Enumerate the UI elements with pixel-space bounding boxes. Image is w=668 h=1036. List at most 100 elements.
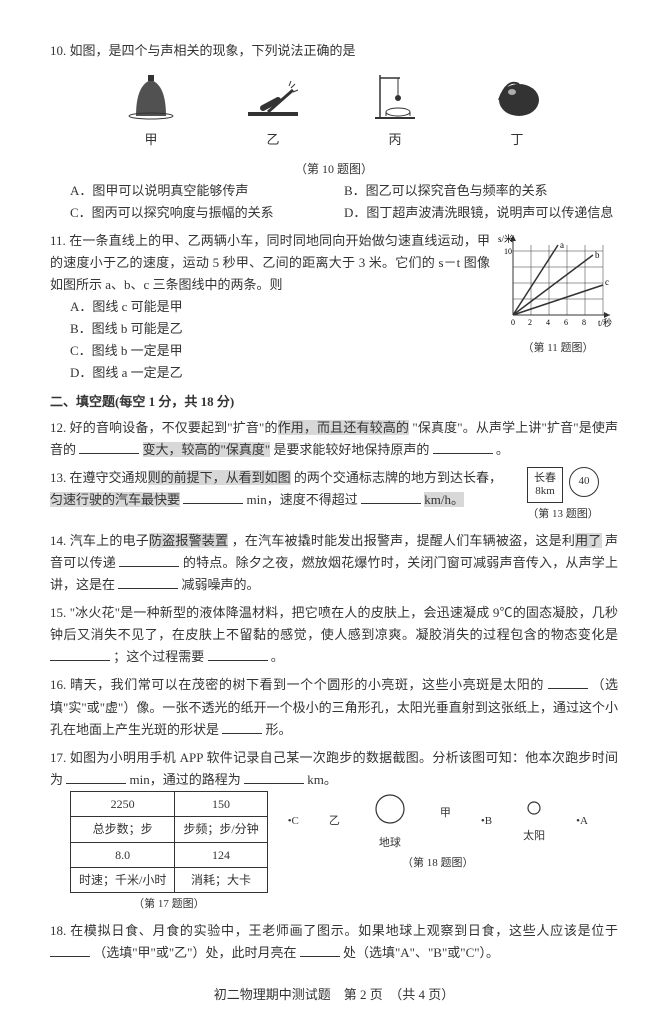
q11-stem-text: 在一条直线上的甲、乙两辆小车，同时同地同向开始做匀速直线运动，甲的速度小于乙的速…: [50, 233, 490, 292]
question-13: 13. 在遵守交通规则的前提下，从看到如图 的两个交通标志牌的地方到达长春，匀速…: [50, 467, 618, 524]
q13-sign-row: 长春 8km 40: [508, 467, 618, 503]
q12-t1: 好的音响设备，不仅要起到"扩音"的: [70, 420, 278, 435]
question-17: 17. 如图为小明用手机 APP 软件记录自己某一次跑步的数据截图。分析该图可知…: [50, 747, 618, 914]
drum-pendulum-icon: [365, 70, 425, 120]
q18-number: 18.: [50, 923, 66, 938]
q18-point-b: •B: [481, 812, 492, 831]
q13-caption: （第 13 题图）: [508, 505, 618, 524]
q18-blank-2: [300, 944, 340, 957]
q18-point-c: •C: [288, 812, 299, 831]
q10-fig-ding: 丁: [487, 70, 547, 151]
cell-r4c1: 时速；千米/小时: [71, 868, 175, 893]
q10-fig-bing: 丙: [365, 70, 425, 151]
q10-option-d: D．图丁超声波清洗眼镜，说明声可以传递信息: [344, 202, 618, 224]
st-graph-icon: a b c s/米 10 t/秒 0 2 4 6 8: [498, 230, 618, 330]
q10-options: A．图甲可以说明真空能够传声 B．图乙可以探究音色与频率的关系 C．图丙可以探究…: [70, 180, 618, 224]
q18-point-a: •A: [576, 812, 588, 831]
q16-number: 16.: [50, 677, 66, 692]
q10-fig-label-3: 丁: [487, 129, 547, 151]
q18-yi-label: 乙: [329, 812, 340, 831]
q18-earth: 地球: [370, 791, 410, 852]
svg-text:4: 4: [546, 318, 550, 327]
sign1-text-b: 8km: [534, 485, 556, 498]
q18-jia-label: 甲: [440, 804, 451, 823]
chart-line-a-label: a: [560, 240, 564, 250]
cell-r3c1: 8.0: [71, 842, 175, 867]
q18-t1: 在模拟日食、月食的实验中，王老师画了图示。如果地球上观察到日食，这些人应该是位于: [70, 923, 618, 938]
q18-sun: 太阳: [522, 798, 546, 845]
sun-icon: [522, 798, 546, 822]
sign1-text-a: 长春: [534, 472, 556, 485]
svg-text:8: 8: [582, 318, 586, 327]
q17-stem-wrap: 17. 如图为小明用手机 APP 软件记录自己某一次跑步的数据截图。分析该图可知…: [50, 747, 618, 791]
q12-t4: 。: [496, 442, 509, 457]
cell-r4c2: 消耗；大卡: [175, 868, 267, 893]
speed-limit-sign: 40: [569, 467, 599, 497]
svg-text:6: 6: [564, 318, 568, 327]
q10-caption: （第 10 题图）: [50, 159, 618, 179]
q14-t5: 减弱噪声的。: [182, 577, 260, 592]
q18-sun-label: 太阳: [522, 827, 546, 846]
ultrasonic-cleaner-icon: [487, 70, 547, 120]
q15-number: 15.: [50, 605, 66, 620]
q12-hl1: 作用，而且还有较高的: [278, 420, 409, 435]
q10-number: 10.: [50, 43, 66, 58]
table-row: 2250 150: [71, 791, 268, 816]
q11-number: 11.: [50, 233, 66, 248]
q12-blank-2: [433, 441, 493, 454]
q17-blank-1: [66, 771, 126, 784]
q10-stem: 10. 如图，是四个与声相关的现象，下列说法正确的是: [50, 40, 618, 62]
q10-fig-label-1: 乙: [243, 129, 303, 151]
q13-number: 13.: [50, 470, 66, 485]
ruler-strike-icon: [243, 70, 303, 120]
q11-options: A．图线 c 可能是甲 B．图线 b 可能是乙 C．图线 b 一定是甲 D．图线…: [70, 296, 490, 384]
q10-fig-label-2: 丙: [365, 129, 425, 151]
q17-figures: 2250 150 总步数；步 步频；步/分钟 8.0 124 时速；千米/小时 …: [70, 791, 618, 914]
question-12: 12. 好的音响设备，不仅要起到"扩音"的作用，而且还有较高的 "保真度"。从声…: [50, 417, 618, 461]
table-row: 8.0 124: [71, 842, 268, 867]
q18-t2: （选填"甲"或"乙"）处，此时月亮在: [93, 945, 296, 960]
q10-option-a: A．图甲可以说明真空能够传声: [70, 180, 344, 202]
question-11: 11. 在一条直线上的甲、乙两辆小车，同时同地同向开始做匀速直线运动，甲的速度小…: [50, 230, 618, 385]
q11-option-c: C．图线 b 一定是甲: [70, 340, 490, 362]
q15-blank-1: [50, 648, 110, 661]
question-16: 16. 晴天，我们常可以在茂密的树下看到一个个圆形的小亮斑，这些小亮斑是太阳的 …: [50, 674, 618, 740]
q11-left: 11. 在一条直线上的甲、乙两辆小车，同时同地同向开始做匀速直线运动，甲的速度小…: [50, 230, 490, 385]
q18-figure: •C 乙 地球 甲 •B 太阳 •A: [288, 791, 588, 852]
q12-t3: 是要求能较好地保持原声的: [273, 442, 429, 457]
q15-blank-2: [208, 648, 268, 661]
q17-number: 17.: [50, 750, 66, 765]
q12-hl2: 变大，较高的"保真度": [143, 442, 271, 457]
q15-text: "冰火花"是一种新型的液体降温材料，把它喷在人的皮肤上，会迅速凝成 9℃的固态凝…: [50, 605, 618, 642]
chart-x-label: t/秒: [598, 317, 612, 328]
q14-blank-1: [119, 554, 179, 567]
table-row: 总步数；步 步频；步/分钟: [71, 817, 268, 842]
q13-t1: 在遵守交通规: [70, 470, 148, 485]
q18-t3: 处（选填"A"、"B"或"C"）。: [343, 945, 499, 960]
q17-data-table: 2250 150 总步数；步 步频；步/分钟 8.0 124 时速；千米/小时 …: [70, 791, 268, 894]
q11-chart: a b c s/米 10 t/秒 0 2 4 6 8 （第 11 题图）: [498, 230, 618, 385]
q12-number: 12.: [50, 420, 66, 435]
q11-stem: 11. 在一条直线上的甲、乙两辆小车，同时同地同向开始做匀速直线运动，甲的速度小…: [50, 230, 490, 296]
q18-figure-wrap: •C 乙 地球 甲 •B 太阳 •A （第 18 题图）: [288, 791, 588, 873]
q10-option-b: B．图乙可以探究音色与频率的关系: [344, 180, 618, 202]
q18-blank-1: [50, 944, 90, 957]
q13-blank-1: [183, 491, 243, 504]
q10-figures: 甲 乙 丙: [90, 70, 578, 151]
svg-text:0: 0: [511, 318, 515, 327]
q10-fig-label-0: 甲: [121, 129, 181, 151]
q16-t3: 形。: [266, 722, 292, 737]
chart-line-c-label: c: [605, 277, 609, 287]
table-row: 时速；千米/小时 消耗；大卡: [71, 868, 268, 893]
q11-caption: （第 11 题图）: [498, 339, 618, 358]
q18-caption: （第 18 题图）: [288, 854, 588, 873]
question-18: 18. 在模拟日食、月食的实验中，王老师画了图示。如果地球上观察到日食，这些人应…: [50, 920, 618, 964]
section-2-header: 二、填空题(每空 1 分，共 18 分): [50, 391, 618, 413]
q13-hl2: 匀速行驶的汽车最快要: [50, 492, 180, 507]
q13-signs: 长春 8km 40 （第 13 题图）: [508, 467, 618, 524]
q18-earth-label: 地球: [370, 834, 410, 853]
cell-r3c2: 124: [175, 842, 267, 867]
cell-r1c2: 150: [175, 791, 267, 816]
q11-option-b: B．图线 b 可能是乙: [70, 318, 490, 340]
question-10: 10. 如图，是四个与声相关的现象，下列说法正确的是 甲 乙: [50, 40, 618, 224]
